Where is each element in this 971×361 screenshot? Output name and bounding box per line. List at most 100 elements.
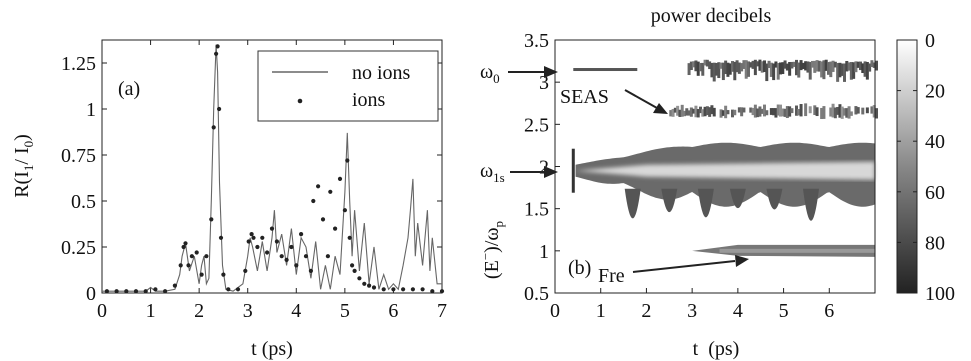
omega0-band-cell: [753, 59, 757, 76]
panel-b-ylabel: (E−)/ωp: [478, 221, 506, 279]
seas-band-cell: [769, 108, 773, 115]
legend-dot-swatch: [297, 98, 303, 104]
ions-point: [211, 125, 216, 130]
panel-a-ytick-label: 0.75: [61, 145, 96, 167]
panel-a-label: (a): [118, 78, 140, 100]
omega0-band-cell: [710, 62, 714, 78]
ions-point: [274, 239, 279, 244]
ions-point: [337, 176, 343, 181]
omega0-band-cell: [859, 61, 862, 71]
seas-band-cell: [836, 106, 840, 115]
omega1s-lobe: [729, 188, 746, 209]
omega0-band-cell: [795, 59, 798, 76]
ions-point: [342, 208, 347, 213]
omega0-band-cell: [715, 62, 718, 76]
ions-point: [178, 263, 183, 268]
colorbar-tick-label: 80: [925, 232, 945, 254]
seas-band-cell: [721, 110, 725, 116]
seas-band-cell: [854, 106, 858, 115]
ions-point: [289, 244, 294, 250]
seas-band-cell: [742, 107, 746, 113]
seas-band-cell: [731, 109, 734, 118]
seas-band-cell: [785, 106, 789, 119]
seas-band-cell: [849, 111, 853, 116]
ions-point: [249, 232, 254, 237]
legend-entry-no-ions: no ions: [352, 62, 411, 84]
panel-a-ytick-label: 0: [86, 283, 96, 305]
panel-a-legend: no ions ions: [257, 50, 439, 122]
ions-point: [204, 254, 209, 259]
panel-b-xtick-label: 5: [779, 300, 789, 322]
omega0-band-cell: [870, 60, 874, 67]
ions-point: [246, 239, 251, 244]
panel-a-xtick-label: 2: [194, 300, 204, 322]
omega0-band-cell: [820, 61, 824, 78]
seas-band-cell: [692, 108, 696, 114]
ions-point: [381, 287, 386, 292]
seas-band-cell: [774, 108, 778, 118]
omega0-band-cell: [742, 60, 746, 69]
legend-entry-ions: ions: [352, 89, 386, 111]
ions-point: [143, 289, 148, 294]
panel-b-title: power decibels: [651, 5, 772, 27]
omega0-band-cell: [749, 62, 753, 68]
ions-point: [163, 289, 168, 294]
omega1s-onset-bar: [571, 148, 575, 193]
annotation-omega1s-label: ω1s: [480, 160, 505, 185]
omega0-band-cell: [856, 61, 860, 68]
omega0-band-cell: [724, 60, 728, 75]
ions-point: [279, 254, 284, 259]
seas-band-cell: [763, 104, 766, 117]
omega0-band-cell: [731, 61, 734, 72]
seas-band-cell: [699, 106, 702, 114]
ions-point: [226, 287, 231, 292]
seas-band-cell: [847, 106, 851, 119]
seas-band-cell: [760, 108, 764, 114]
omega0-band-cell: [733, 61, 737, 81]
panel-b-xtick-label: 6: [824, 300, 834, 322]
panel-b-ytick-label: 1.5: [524, 199, 549, 221]
ions-point: [251, 235, 256, 240]
omega0-band-cell: [817, 60, 821, 72]
annotation-fre-arrow: [632, 260, 736, 273]
seas-band-cell: [669, 110, 673, 117]
seas-band-cell: [815, 107, 819, 117]
omega0-band-cell: [865, 61, 869, 80]
seas-band-cell: [838, 104, 842, 118]
seas-band-cell: [756, 108, 760, 118]
colorbar-tick-label: 60: [925, 182, 945, 204]
seas-band-cell: [753, 104, 757, 118]
ions-point: [325, 254, 330, 259]
omega0-band-cell: [740, 63, 744, 72]
seas-band-cell: [861, 107, 865, 115]
omega0-band-cell: [788, 61, 792, 76]
omega1s-lobe: [661, 188, 678, 213]
omega0-band-cell: [696, 61, 700, 76]
seas-band-cell: [712, 107, 716, 117]
ions-point: [328, 189, 333, 194]
seas-band-cell: [673, 107, 677, 113]
seas-band-cell: [772, 108, 776, 116]
panel-a-xtick-label: 5: [340, 300, 350, 322]
seas-band-cell: [797, 109, 801, 116]
annotation-omega1s: ω1s: [480, 160, 558, 185]
panel-b-ytick-label: 1: [539, 241, 549, 263]
seas-band-cell: [845, 108, 849, 118]
annotation-fre: Fre: [598, 255, 749, 287]
seas-band-cell: [683, 110, 686, 117]
omega0-band-cell: [822, 60, 826, 80]
omega0-band-cell: [769, 62, 773, 77]
annotation-seas-arrowhead: [653, 103, 668, 114]
ions-point: [255, 244, 260, 250]
seas-band-cell: [833, 107, 837, 119]
colorbar-tick-label: 0: [925, 30, 935, 52]
omega0-band-cell: [767, 60, 771, 68]
colorbar-tick-label: 40: [925, 131, 945, 153]
panel-b-ytick-label: 3.5: [524, 30, 549, 52]
panel-b-ytick-label: 3: [539, 72, 549, 94]
ions-point: [347, 235, 352, 240]
omega0-band-cell: [843, 63, 846, 82]
seas-band-cell: [783, 108, 787, 117]
